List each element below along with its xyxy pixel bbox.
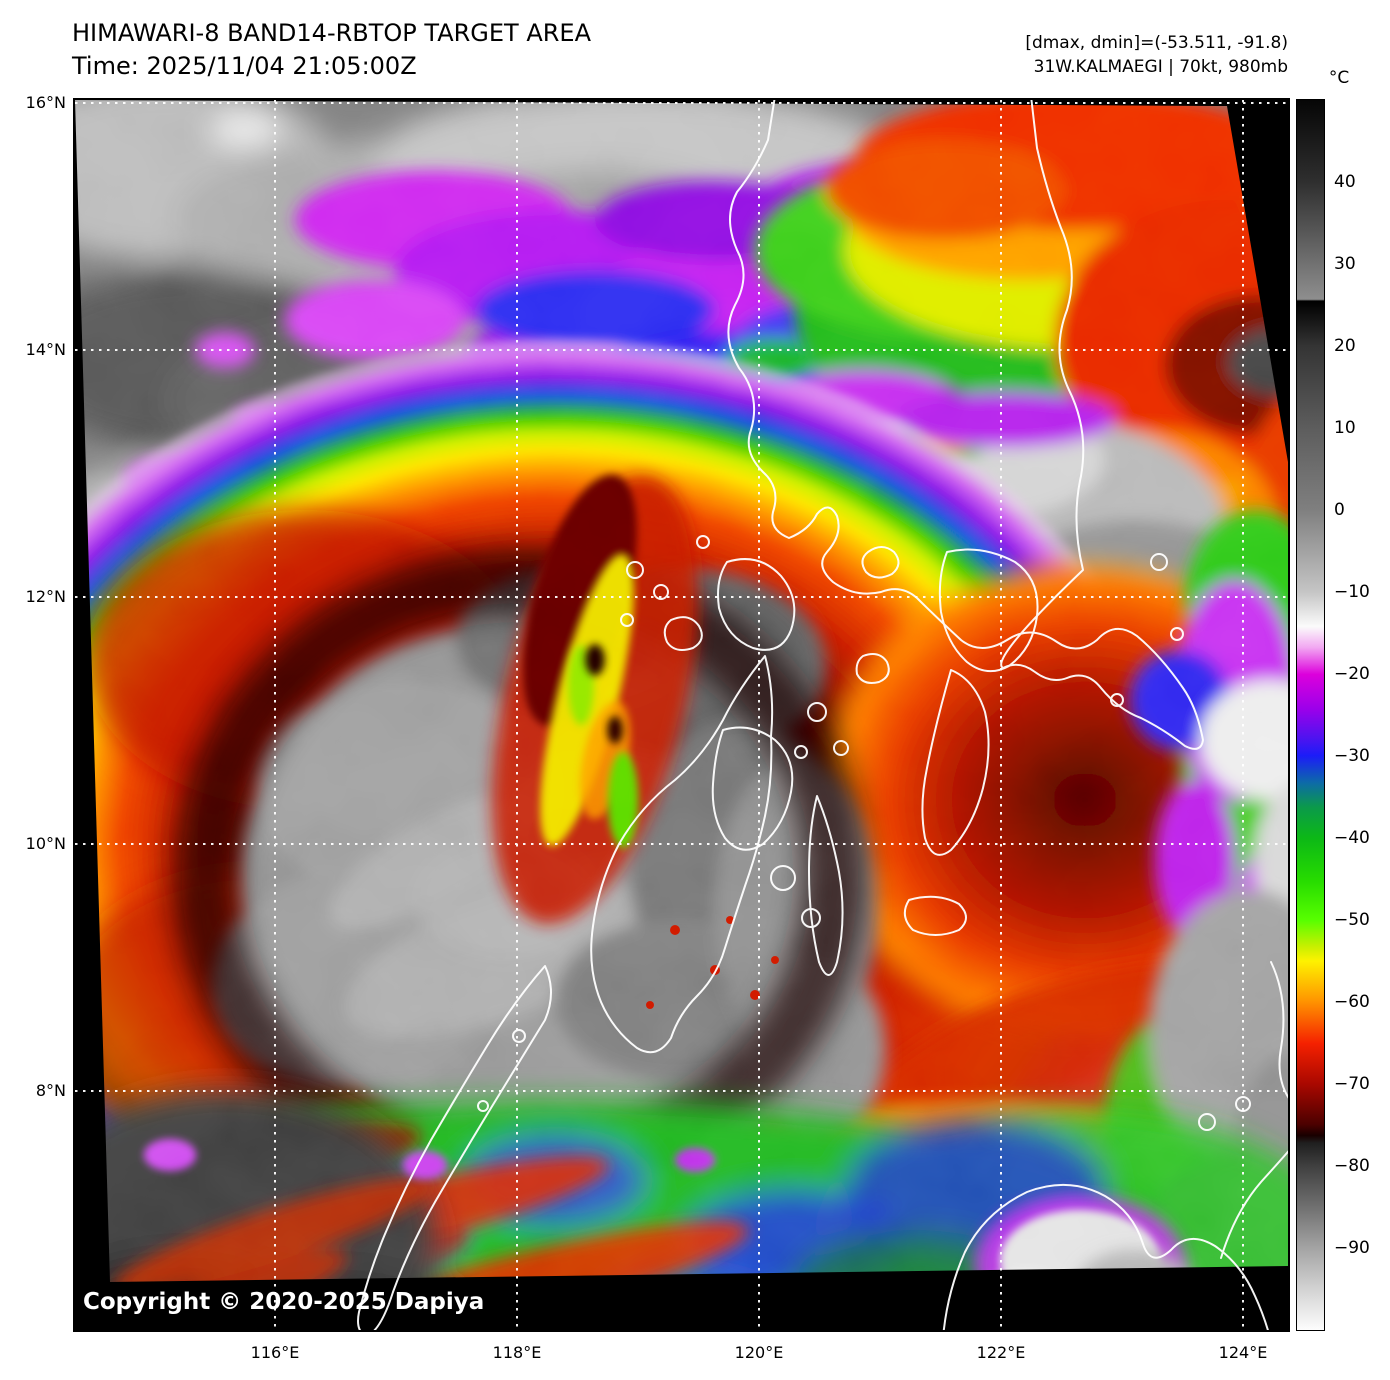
colorbar-tick: 30 (1334, 254, 1356, 274)
cloud-texture-overlay (75, 100, 1288, 1282)
coastline-samar (938, 548, 1039, 673)
satellite-image (75, 100, 1288, 1330)
coastline-marinduque (855, 653, 890, 684)
lat-label-14n: 14°N (25, 340, 66, 359)
coastline-leyte (921, 669, 990, 856)
lon-label-124e: 124°E (1218, 1343, 1268, 1362)
lat-label-16n: 16°N (25, 93, 66, 112)
lon-label-120e: 120°E (734, 1343, 784, 1362)
graticule (75, 100, 1288, 1330)
coastlines (357, 100, 1288, 1330)
coastline-mindanao (942, 1183, 1269, 1330)
storm-info-annotation: 31W.KALMAEGI | 70kt, 980mb (1033, 57, 1288, 77)
colorbar-tick: 20 (1334, 336, 1356, 356)
colorbar-gradient (1296, 99, 1325, 1331)
colorbar-tick: −10 (1334, 582, 1370, 602)
copyright-watermark: Copyright © 2020-2025 Dapiya (83, 1289, 485, 1315)
colorbar-tick: −50 (1334, 910, 1370, 930)
coastline-cebu (808, 795, 844, 976)
coastline-palawan (357, 965, 552, 1330)
coastline-laguna-lake (861, 546, 900, 579)
satellite-map-frame: Copyright © 2020-2025 Dapiya (73, 98, 1290, 1332)
dmax-dmin-annotation: [dmax, dmin]=(-53.511, -91.8) (1025, 33, 1288, 53)
colorbar-tick: −80 (1334, 1156, 1370, 1176)
lat-label-12n: 12°N (25, 587, 66, 606)
colorbar-tick: −40 (1334, 828, 1370, 848)
timestamp: Time: 2025/11/04 21:05:00Z (72, 52, 417, 80)
lon-label-122e: 122°E (976, 1343, 1026, 1362)
colorbar-tick: −90 (1334, 1238, 1370, 1258)
coastline-surigao (1270, 961, 1288, 1099)
lat-label-10n: 10°N (25, 834, 66, 853)
colorbar-tick: 10 (1334, 418, 1356, 438)
satellite-data-region (75, 100, 1288, 1282)
colorbar-tick: −60 (1334, 992, 1370, 1012)
colorbar-tick: −30 (1334, 746, 1370, 766)
lat-label-8n: 8°N (35, 1081, 66, 1100)
colorbar-unit-label: °C (1328, 68, 1350, 88)
coastline-bohol (903, 895, 967, 936)
coastline-mindoro (717, 558, 796, 651)
page-title: HIMAWARI-8 BAND14-RBTOP TARGET AREA (72, 19, 592, 47)
lon-label-118e: 118°E (492, 1343, 542, 1362)
colorbar-tick: 0 (1334, 500, 1345, 520)
coastline-mindanao-ne (1220, 1150, 1288, 1259)
coastline-panay (590, 655, 774, 1054)
colorbar-tick: −20 (1334, 664, 1370, 684)
colorbar-tick: 40 (1334, 172, 1356, 192)
lon-label-116e: 116°E (250, 1343, 300, 1362)
colorbar-tick: −70 (1334, 1074, 1370, 1094)
coastline-luzon (727, 100, 1204, 750)
